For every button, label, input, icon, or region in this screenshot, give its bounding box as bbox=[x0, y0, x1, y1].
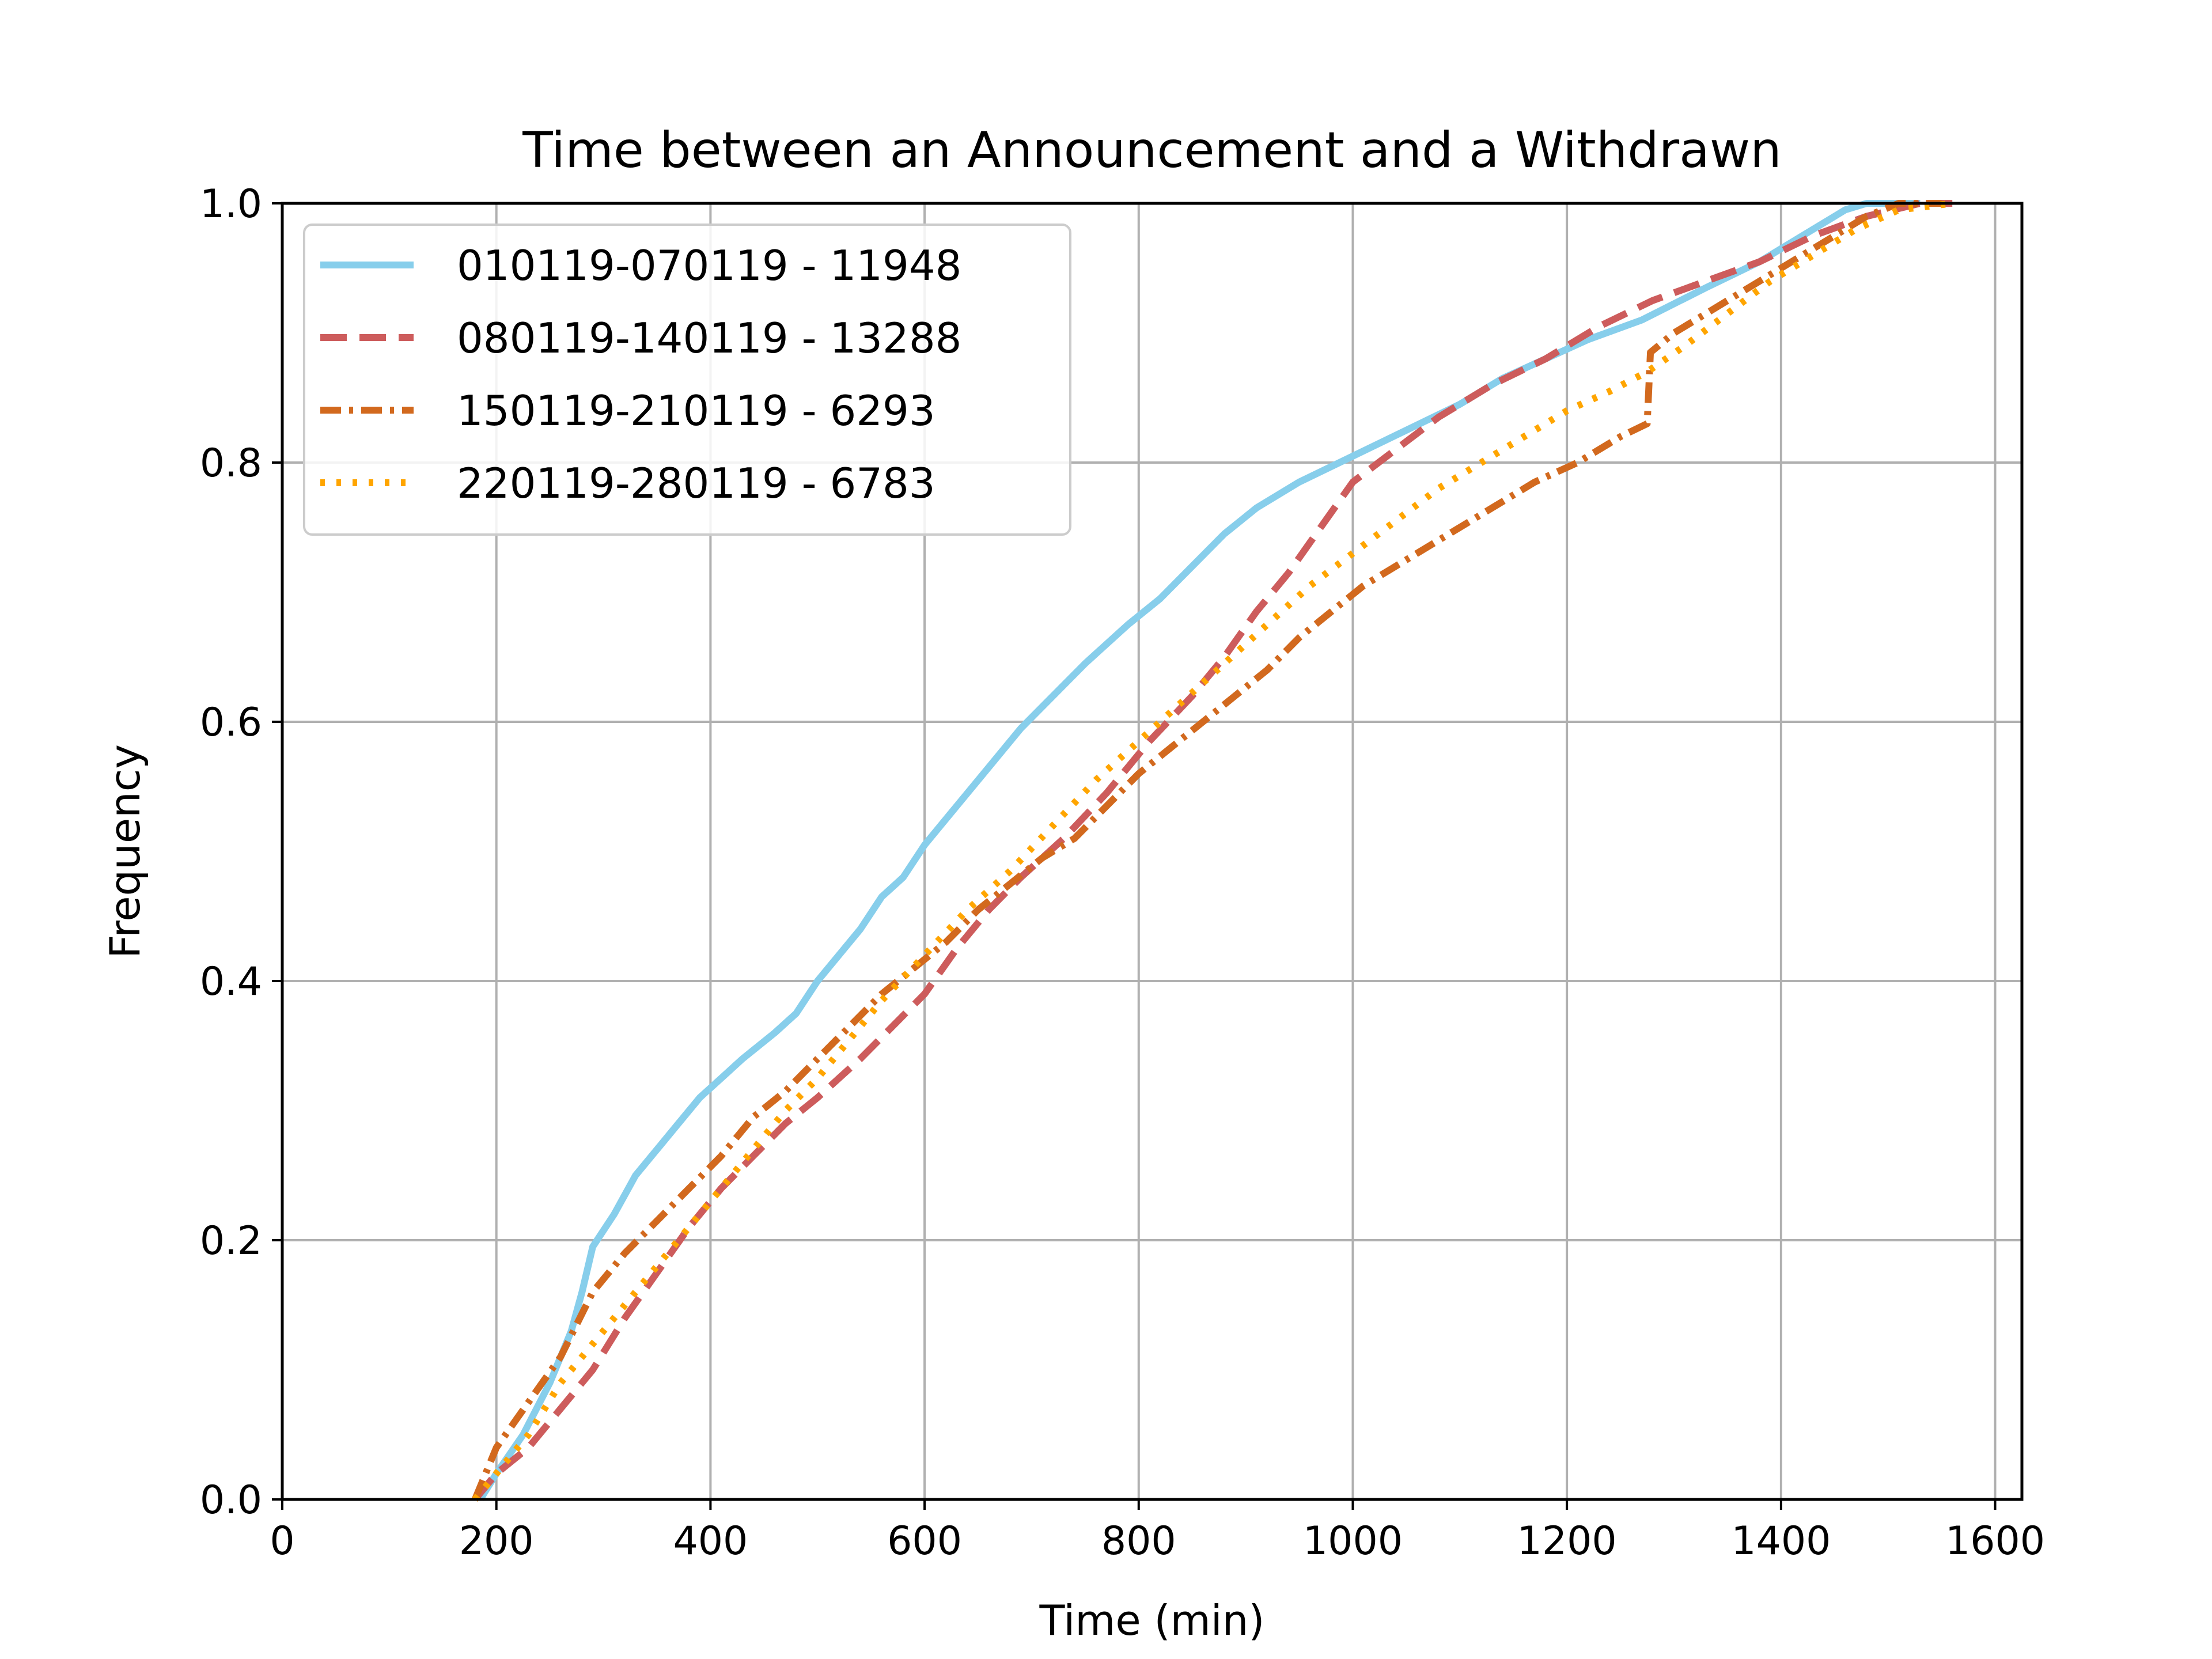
x-tick-label: 400 bbox=[673, 1518, 748, 1564]
legend-label-4: 220119-280119 - 6783 bbox=[457, 459, 935, 507]
legend-label-1: 010119-070119 - 11948 bbox=[457, 241, 961, 290]
series-line-1 bbox=[477, 200, 1921, 1502]
series-line-2 bbox=[472, 200, 1953, 1502]
legend-label-3: 150119-210119 - 6293 bbox=[457, 387, 935, 435]
series-layer bbox=[471, 200, 1953, 1502]
x-tick-label: 1200 bbox=[1517, 1518, 1617, 1564]
legend-label-2: 080119-140119 - 13288 bbox=[457, 314, 961, 362]
legend-box bbox=[303, 224, 1071, 536]
x-axis-label: Time (min) bbox=[1039, 1596, 1264, 1645]
y-tick-label: 0.2 bbox=[200, 1218, 262, 1264]
y-tick-label: 0.4 bbox=[200, 959, 262, 1005]
chart-title: Time between an Announcement and a Withd… bbox=[522, 122, 1781, 179]
plot-frame bbox=[281, 202, 2024, 1501]
x-tick-label: 200 bbox=[459, 1518, 534, 1564]
x-tick-label: 800 bbox=[1101, 1518, 1176, 1564]
x-tick-label: 600 bbox=[887, 1518, 962, 1564]
x-tick-label: 1600 bbox=[1945, 1518, 2045, 1564]
y-tick-label: 0.8 bbox=[200, 441, 262, 486]
y-tick-label: 0.6 bbox=[200, 700, 262, 745]
x-axis: 0 200 400 600 800 1000 1200 1400 1600 bbox=[270, 1499, 2045, 1564]
legend: 010119-070119 - 11948 080119-140119 - 132… bbox=[303, 224, 1071, 536]
y-axis: 0.0 0.2 0.4 0.6 0.8 1.0 bbox=[200, 181, 282, 1523]
x-tick-label: 1400 bbox=[1731, 1518, 1831, 1564]
y-tick-label: 0.0 bbox=[200, 1478, 262, 1523]
y-tick-label: 1.0 bbox=[200, 181, 262, 227]
series-line-3 bbox=[471, 200, 1942, 1501]
x-tick-label: 0 bbox=[270, 1518, 294, 1564]
x-tick-label: 1000 bbox=[1303, 1518, 1403, 1564]
y-axis-label: Frequency bbox=[101, 744, 149, 959]
